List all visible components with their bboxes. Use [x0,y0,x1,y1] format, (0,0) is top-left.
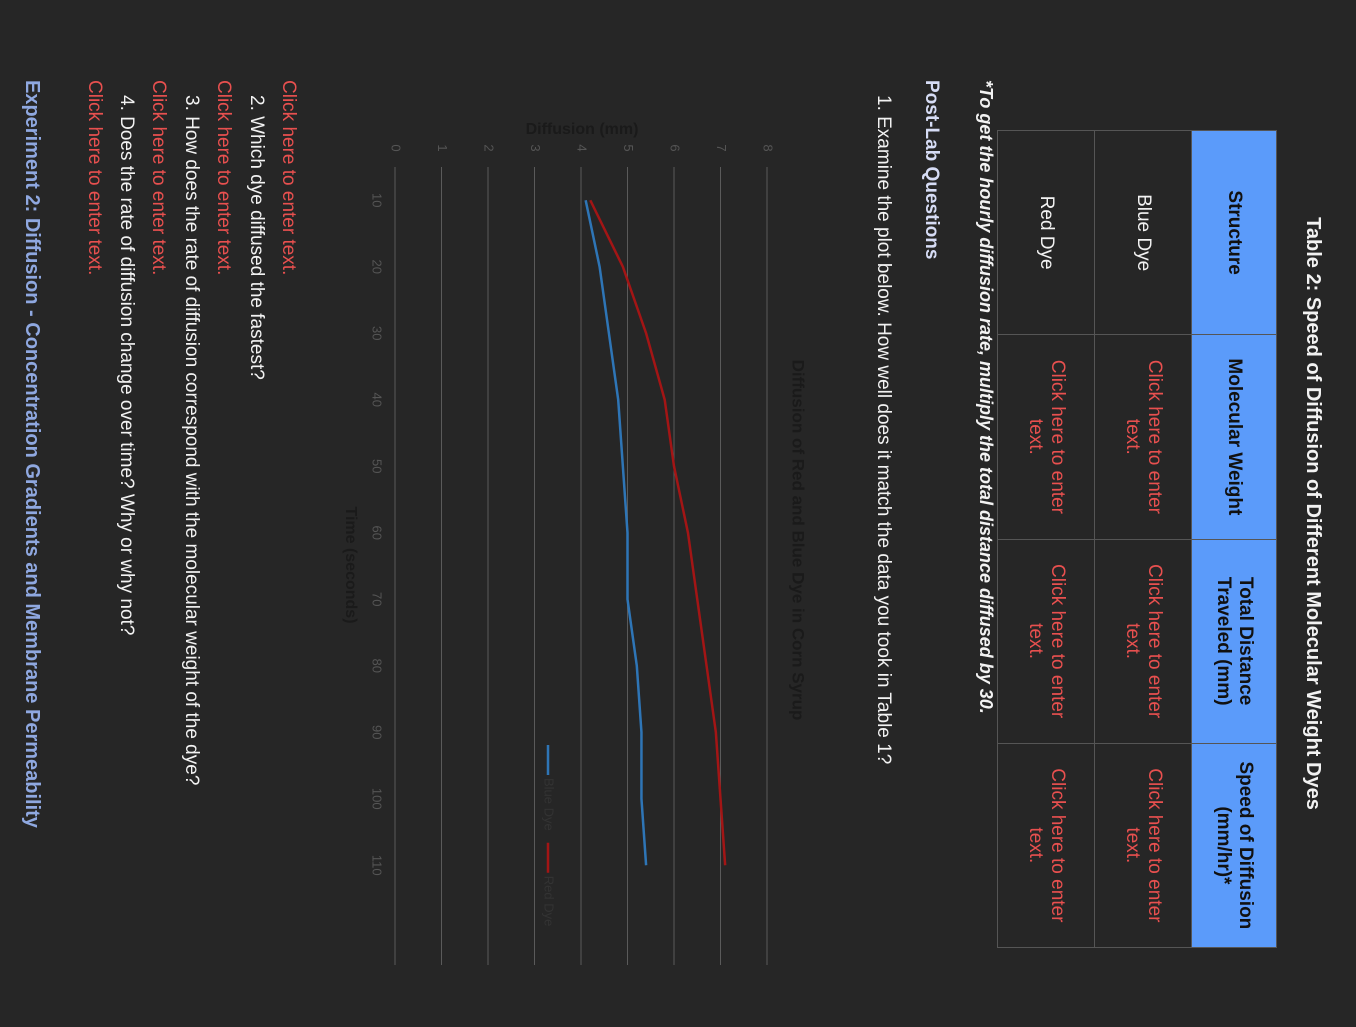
header-cell: Molecular Weight [1191,334,1277,539]
question: 4. Does the rate of diffusion change ove… [116,95,137,636]
footnote: *To get the hourly diffusion rate, multi… [976,80,996,714]
x-tick-label: 40 [370,393,385,407]
placeholder[interactable]: Click here to enter text. [1094,539,1192,744]
placeholder[interactable]: Click here to enter text. [1094,334,1192,539]
series-line [584,199,648,866]
x-axis-label: Time (seconds) [342,506,359,623]
y-tick-label: 5 [621,144,636,151]
placeholder[interactable]: Click here to enter text. [278,80,299,276]
cell: Red Dye [997,130,1095,335]
x-tick-label: 20 [370,260,385,274]
table-title: Table 2: Speed of Diffusion of Different… [1302,217,1324,810]
x-tick-label: 100 [370,788,385,810]
placeholder[interactable]: Click here to enter text. [1094,743,1192,948]
chart: Diffusion of Red and Blue Dye in Corn Sy… [342,121,808,965]
y-tick-label: 1 [435,144,450,151]
x-tick-label: 90 [370,725,385,739]
x-tick-label: 110 [370,855,385,876]
y-tick-label: 6 [668,144,683,151]
header-cell: Total Distance Traveled (mm) [1191,539,1277,744]
legend-label: Red Dye [542,876,557,927]
placeholder[interactable]: Click here to enter text. [148,80,169,276]
cell: Blue Dye [1094,130,1192,335]
placeholder[interactable]: Click here to enter text. [997,334,1095,539]
section-heading: Post-Lab Questions [921,80,942,260]
x-tick-label: 80 [370,659,385,673]
question: 1. Examine the plot below. How well does… [873,95,894,765]
placeholder[interactable]: Click here to enter text. [997,539,1095,744]
y-tick-label: 0 [389,144,404,151]
x-tick-label: 60 [370,526,385,540]
y-tick-label: 8 [761,144,776,151]
placeholder[interactable]: Click here to enter text. [997,743,1095,948]
y-tick-label: 3 [528,144,543,151]
x-tick-label: 70 [370,592,385,606]
question: 2. Which dye diffused the fastest? [246,95,267,380]
legend-label: Blue Dye [542,778,557,831]
header-cell: Structure [1191,130,1277,335]
y-tick-label: 7 [714,144,729,151]
next-heading: Experiment 2: Diffusion - Concentration … [21,80,43,828]
y-tick-label: 4 [575,144,590,151]
x-tick-label: 50 [370,459,385,473]
header-cell: Speed of Diffusion (mm/hr)* [1191,743,1277,948]
question: 3. How does the rate of diffusion corres… [181,95,202,786]
x-tick-label: 30 [370,326,385,340]
placeholder[interactable]: Click here to enter text. [84,80,105,276]
placeholder[interactable]: Click here to enter text. [213,80,234,276]
table: Structure Molecular Weight Total Distanc… [997,130,1277,948]
series-line [589,199,727,866]
y-tick-label: 2 [482,144,497,151]
y-axis-label: Diffusion (mm) [526,121,639,138]
x-tick-label: 10 [370,193,385,207]
chart-title: Diffusion of Red and Blue Dye in Corn Sy… [789,360,808,721]
